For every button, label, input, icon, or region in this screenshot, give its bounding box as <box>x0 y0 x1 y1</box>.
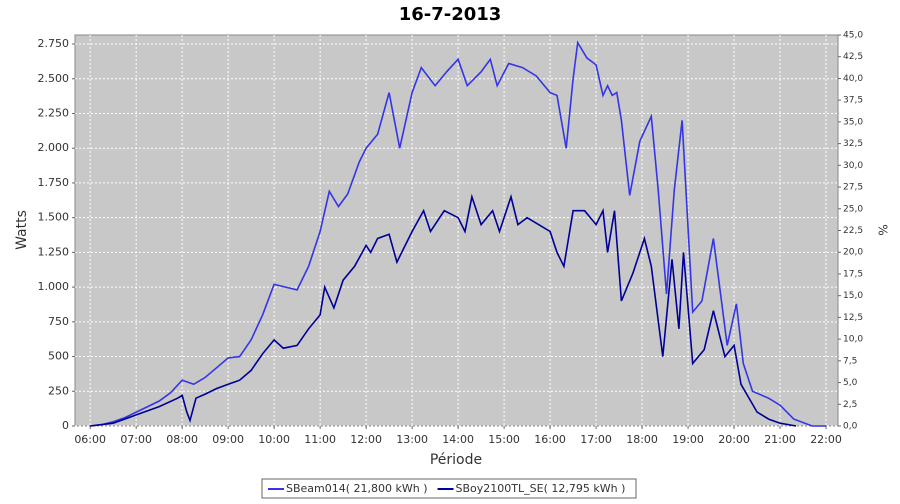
x-tick-label: 16:00 <box>534 433 566 446</box>
y2-tick-label: 2,5 <box>843 400 857 410</box>
y2-tick-label: 10,0 <box>843 335 863 345</box>
y2-tick-label: 32,5 <box>843 139 863 149</box>
y-tick-label: 2.500 <box>38 72 70 85</box>
y2-tick-label: 30,0 <box>843 161 863 171</box>
y2-tick-label: 7,5 <box>843 356 857 366</box>
series-line <box>90 40 826 427</box>
y2-tick-label: 17,5 <box>843 269 863 279</box>
y-tick-label: 2.750 <box>38 37 70 50</box>
y2-tick-label: 0,0 <box>843 422 858 432</box>
y2-tick-label: 27,5 <box>843 183 863 193</box>
x-tick-label: 09:00 <box>212 433 244 446</box>
x-tick-label: 08:00 <box>166 433 198 446</box>
y-tick-label: 500 <box>48 350 69 363</box>
legend-label: SBoy2100TL_SE( 12,795 kWh ) <box>456 482 626 495</box>
y-tick-label: 250 <box>48 384 69 397</box>
x-axis-title: Période <box>430 452 482 468</box>
y-tick-label: 1.000 <box>38 280 70 293</box>
y-axis-title: Watts <box>14 210 30 250</box>
x-tick-label: 18:00 <box>626 433 658 446</box>
y2-tick-label: 45,0 <box>843 31 863 41</box>
x-tick-label: 15:00 <box>488 433 520 446</box>
y2-tick-label: 37,5 <box>843 96 863 106</box>
y-tick-label: 750 <box>48 315 69 328</box>
y2-tick-label: 22,5 <box>843 226 863 236</box>
x-tick-label: 22:00 <box>810 433 842 446</box>
y2-tick-label: 12,5 <box>843 313 863 323</box>
x-tick-label: 06:00 <box>74 433 106 446</box>
y2-tick-label: 35,0 <box>843 117 863 127</box>
y-tick-label: 2.250 <box>38 106 70 119</box>
x-tick-label: 10:00 <box>258 433 290 446</box>
y-tick-label: 1.250 <box>38 245 70 258</box>
x-tick-label: 07:00 <box>120 433 152 446</box>
y2-axis-title: % <box>876 224 890 235</box>
series-line <box>90 193 797 427</box>
x-tick-label: 17:00 <box>580 433 612 446</box>
legend-label: SBeam014( 21,800 kWh ) <box>286 482 428 495</box>
plot-area <box>74 34 839 427</box>
x-tick-label: 11:00 <box>304 433 336 446</box>
x-tick-label: 14:00 <box>442 433 474 446</box>
y2-tick-label: 15,0 <box>843 291 863 301</box>
y2-tick-label: 5,0 <box>843 378 858 388</box>
y-tick-label: 1.750 <box>38 176 70 189</box>
y-tick-label: 0 <box>62 419 69 432</box>
x-tick-label: 19:00 <box>672 433 704 446</box>
x-tick-label: 13:00 <box>396 433 428 446</box>
y-tick-label: 1.500 <box>38 211 70 224</box>
x-tick-label: 12:00 <box>350 433 382 446</box>
x-tick-label: 20:00 <box>718 433 750 446</box>
y2-tick-label: 42,5 <box>843 52 863 62</box>
chart-title: 16-7-2013 <box>399 4 502 25</box>
y2-tick-label: 20,0 <box>843 248 863 258</box>
y-tick-label: 2.000 <box>38 141 70 154</box>
y2-tick-label: 25,0 <box>843 204 863 214</box>
y2-tick-label: 40,0 <box>843 74 863 84</box>
x-tick-label: 21:00 <box>764 433 796 446</box>
